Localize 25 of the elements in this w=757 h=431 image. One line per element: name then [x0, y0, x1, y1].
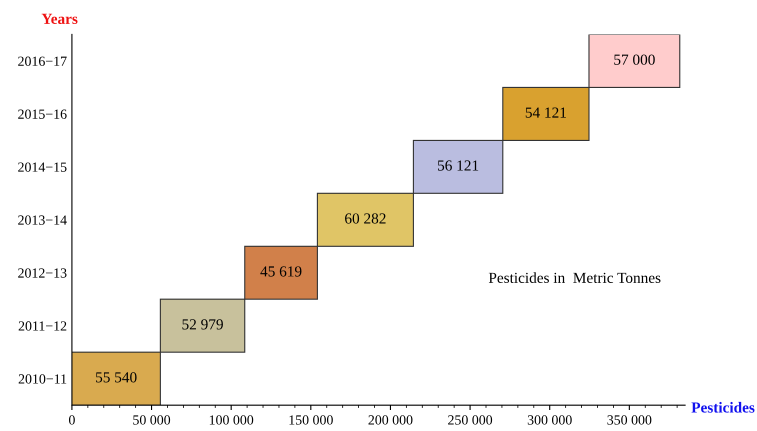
y-tick-label: 2014−15	[18, 162, 67, 172]
x-tick-label: 200 000	[368, 415, 412, 425]
y-tick-label: 2012−13	[18, 268, 67, 278]
y-tick-label: 2010−11	[18, 374, 66, 384]
x-tick-label: 0	[68, 415, 75, 425]
data-label: 60 282	[345, 213, 386, 224]
y-tick-label: 2016−17	[18, 56, 67, 66]
data-label: 45 619	[260, 266, 302, 277]
data-label: 52 979	[182, 319, 223, 330]
y-tick-label: 2013−14	[18, 215, 67, 225]
x-tick-label: 100 000	[210, 415, 254, 425]
y-axis-title: Years	[42, 14, 78, 24]
data-label: 54 121	[526, 107, 566, 118]
data-label: 56 121	[438, 160, 478, 171]
data-label: 55 540	[96, 372, 137, 382]
x-axis-title: Pesticides	[691, 402, 754, 413]
x-tick-label: 300 000	[528, 415, 572, 425]
y-tick-label: 2015−16	[18, 109, 67, 119]
x-tick-label: 50 000	[133, 415, 170, 425]
data-label: 57 000	[614, 54, 655, 65]
x-tick-label: 150 000	[289, 415, 333, 425]
x-tick-label: 350 000	[607, 415, 652, 425]
x-tick-label: 250 000	[448, 415, 492, 425]
y-tick-label: 2011−12	[18, 321, 66, 331]
annotation: Pesticides in Metric Tonnes	[488, 272, 660, 283]
